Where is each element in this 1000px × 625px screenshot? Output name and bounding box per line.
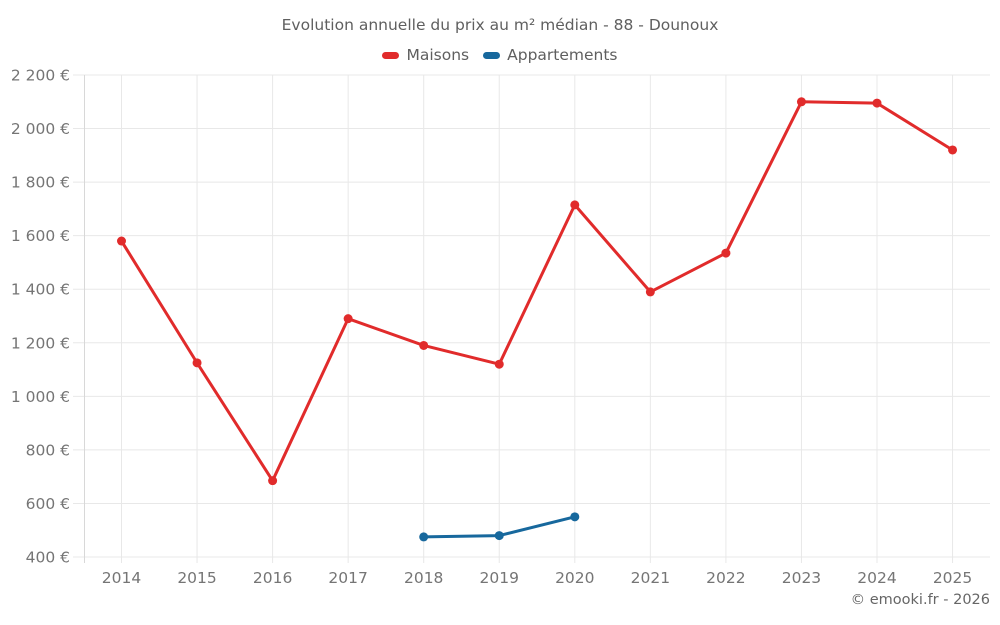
maisons-legend-marker-icon xyxy=(382,51,400,59)
x-axis-tick-label: 2025 xyxy=(933,569,972,587)
legend-item-appartements[interactable]: Appartements xyxy=(483,46,618,64)
data-point-maisons-2023[interactable] xyxy=(796,97,806,107)
data-point-maisons-2016[interactable] xyxy=(268,476,278,486)
x-axis-tick-label: 2014 xyxy=(102,569,141,587)
data-point-maisons-2024[interactable] xyxy=(872,98,882,108)
data-point-appartements-2019[interactable] xyxy=(494,531,504,541)
y-axis-tick-label: 400 € xyxy=(26,549,70,567)
data-point-maisons-2025[interactable] xyxy=(948,145,958,155)
series-line-maisons xyxy=(120,100,955,483)
y-axis-tick-label: 2 200 € xyxy=(11,67,70,85)
y-axis-tick-label: 800 € xyxy=(26,441,70,459)
appartements-legend-marker-icon xyxy=(483,51,501,59)
y-axis-tick-label: 1 200 € xyxy=(11,334,70,352)
data-point-maisons-2019[interactable] xyxy=(494,359,504,369)
data-point-maisons-2018[interactable] xyxy=(419,340,429,350)
x-axis-tick-label: 2018 xyxy=(404,569,443,587)
data-point-maisons-2020[interactable] xyxy=(570,200,580,210)
legend-label-appartements: Appartements xyxy=(507,46,618,64)
x-axis-tick-label: 2021 xyxy=(631,569,670,587)
y-axis-tick-label: 1 600 € xyxy=(11,227,70,245)
data-point-maisons-2021[interactable] xyxy=(645,287,655,297)
data-point-maisons-2014[interactable] xyxy=(117,236,126,246)
x-axis-tick-label: 2023 xyxy=(782,569,821,587)
copyright-text: © emooki.fr - 2026 xyxy=(850,592,990,608)
x-axis-tick-label: 2016 xyxy=(253,569,292,587)
y-axis-tick-label: 600 € xyxy=(26,495,70,513)
y-axis-tick-label: 2 000 € xyxy=(11,120,70,138)
y-axis-tick-label: 1 400 € xyxy=(11,281,70,299)
legend-label-maisons: Maisons xyxy=(406,46,470,64)
data-point-maisons-2015[interactable] xyxy=(192,358,202,368)
x-axis-tick-label: 2015 xyxy=(177,569,216,587)
x-axis-tick-label: 2017 xyxy=(328,569,367,587)
chart-legend: Maisons Appartements xyxy=(0,46,1000,64)
data-point-maisons-2017[interactable] xyxy=(343,314,353,324)
legend-item-maisons[interactable]: Maisons xyxy=(382,46,469,64)
chart-title: Evolution annuelle du prix au m² médian … xyxy=(281,16,719,34)
data-point-appartements-2020[interactable] xyxy=(570,512,580,522)
x-axis-tick-label: 2019 xyxy=(480,569,519,587)
y-axis-tick-label: 1 800 € xyxy=(11,174,70,192)
y-axis-tick-label: 1 000 € xyxy=(11,388,70,406)
data-point-maisons-2022[interactable] xyxy=(721,248,731,258)
x-axis-tick-label: 2020 xyxy=(555,569,594,587)
x-axis-tick-label: 2022 xyxy=(706,569,745,587)
x-axis-tick-label: 2024 xyxy=(857,569,896,587)
data-point-appartements-2018[interactable] xyxy=(419,532,429,542)
